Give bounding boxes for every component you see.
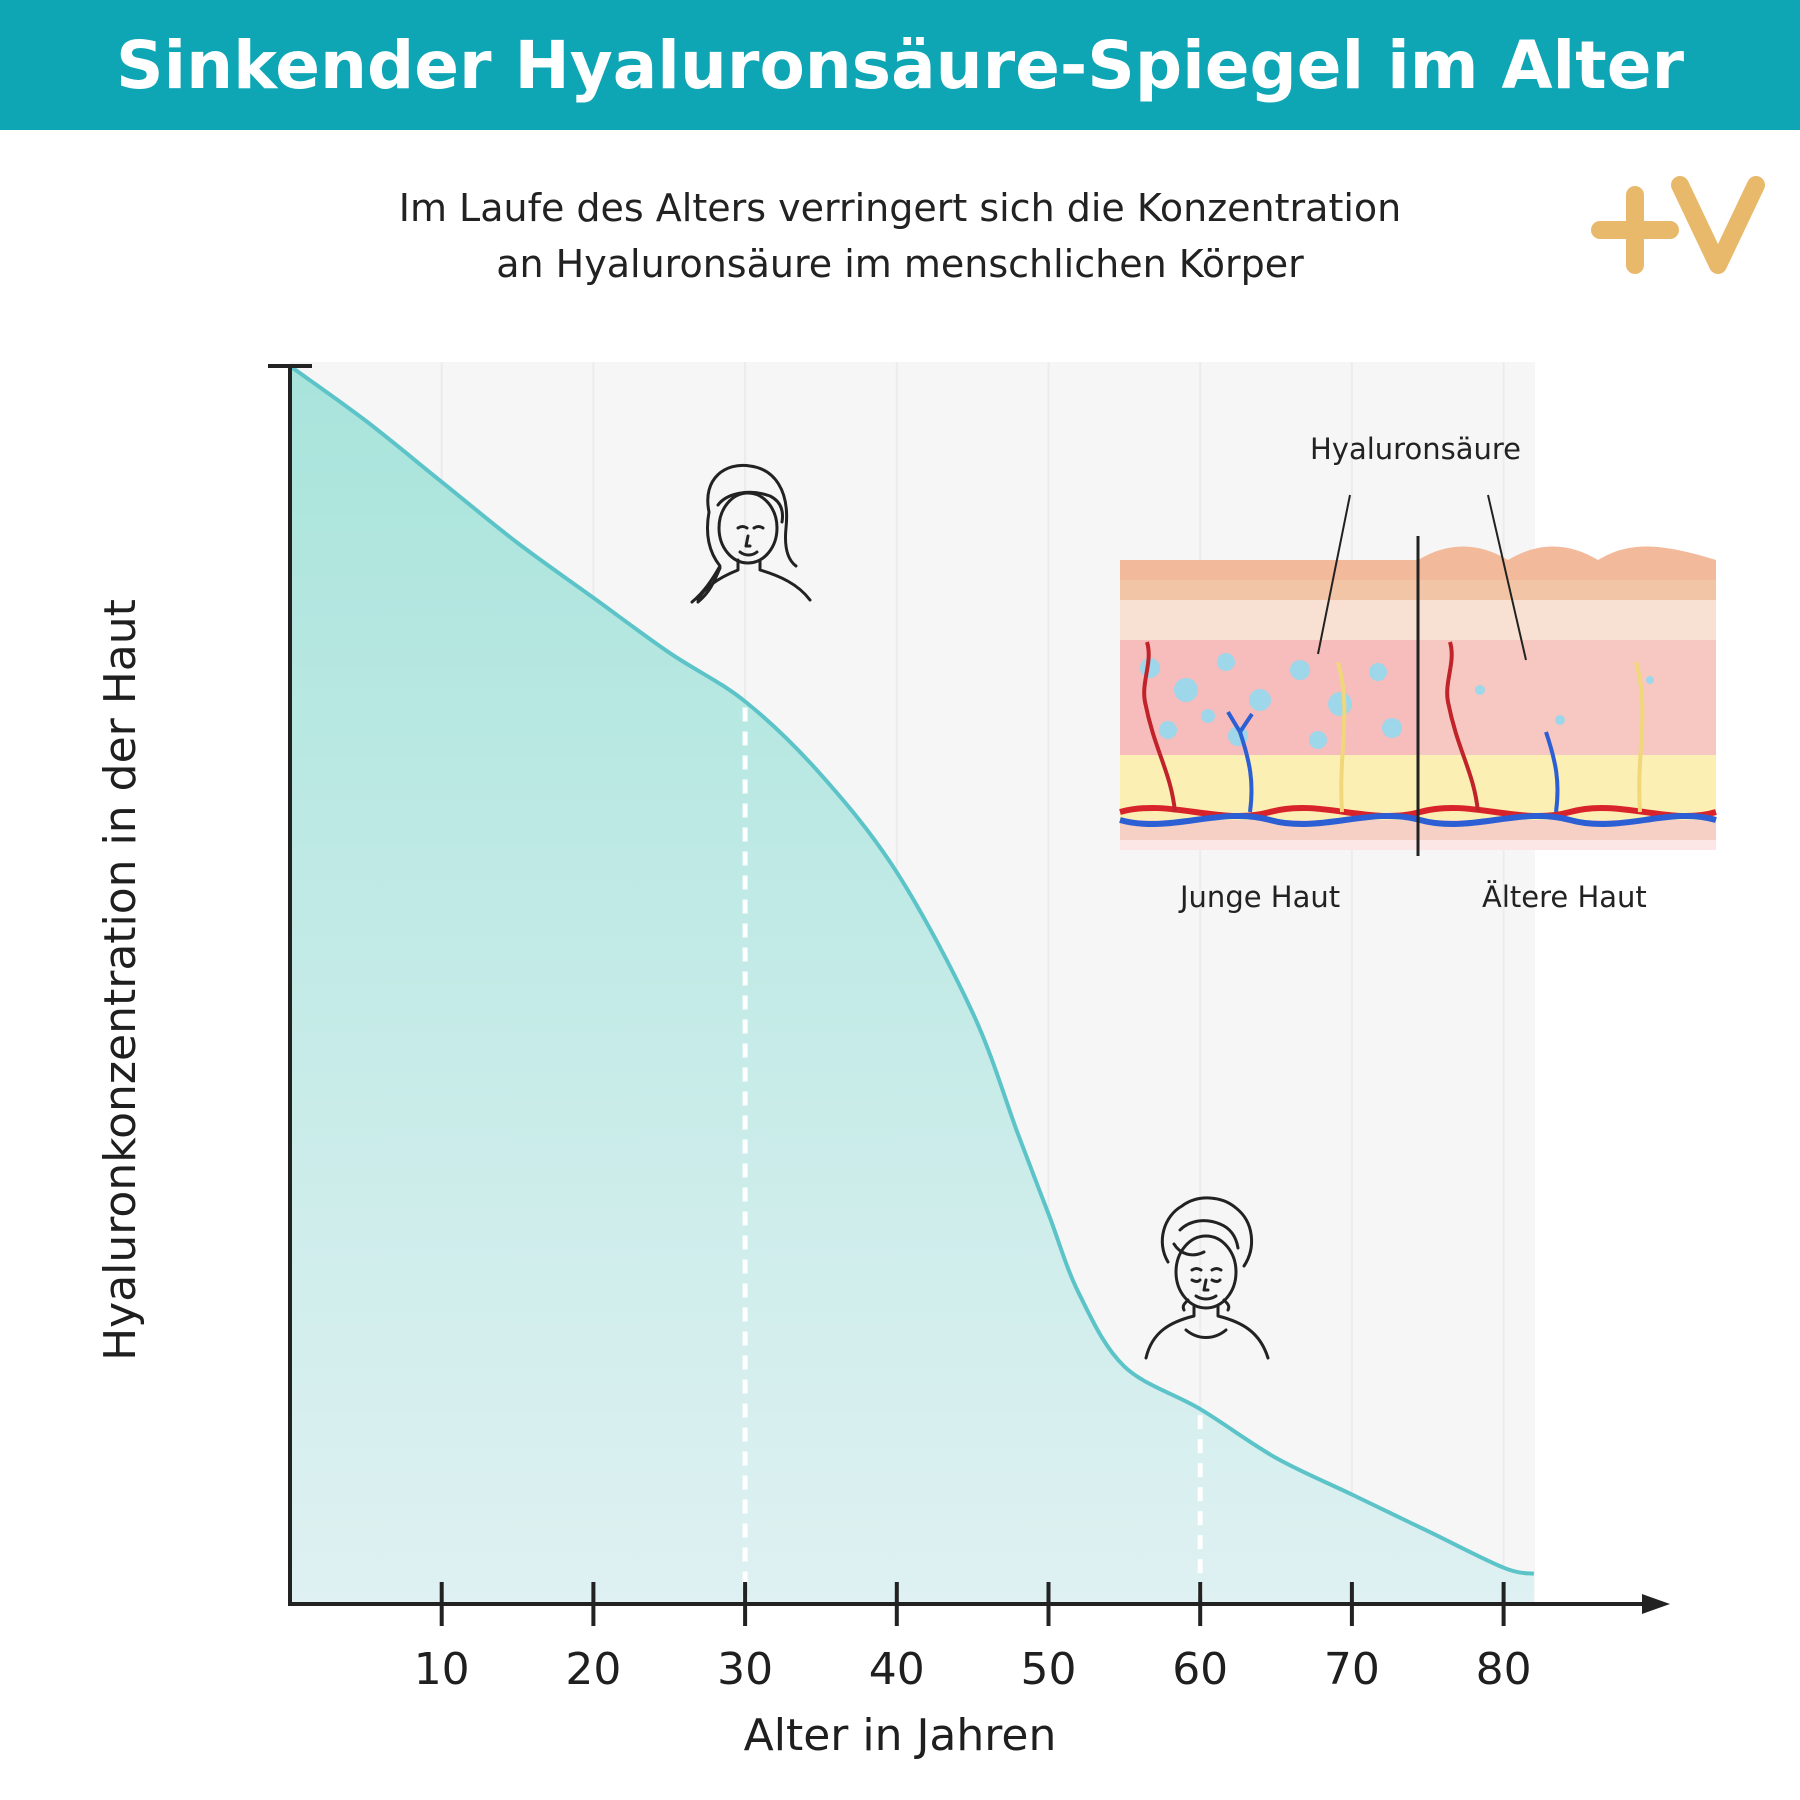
x-ticks: 10 20 30 40 50 60 70 80 bbox=[414, 1582, 1532, 1695]
subtitle-line-2: an Hyaluronsäure im menschlichen Körper bbox=[496, 242, 1304, 286]
page-title: Sinkender Hyaluronsäure-Spiegel im Alter bbox=[115, 26, 1685, 104]
series-line bbox=[288, 364, 1535, 1576]
marker-lines bbox=[742, 707, 1203, 1600]
x-tick-label-10: 10 bbox=[414, 1644, 470, 1695]
x-axis bbox=[288, 1594, 1670, 1614]
x-tick-label-70: 70 bbox=[1324, 1644, 1380, 1695]
x-tick-label-50: 50 bbox=[1021, 1644, 1077, 1695]
subtitle: Im Laufe des Alters verringert sich die … bbox=[300, 180, 1500, 292]
y-axis-label: Hyaluronkonzentration in der Haut bbox=[95, 599, 146, 1361]
area-fill bbox=[290, 366, 1534, 1602]
title-banner: Sinkender Hyaluronsäure-Spiegel im Alter bbox=[0, 0, 1800, 130]
x-tick-label-40: 40 bbox=[869, 1644, 925, 1695]
x-tick-label-20: 20 bbox=[565, 1644, 621, 1695]
x-axis-label: Alter in Jahren bbox=[743, 1710, 1057, 1761]
x-tick-label-80: 80 bbox=[1476, 1644, 1532, 1695]
x-tick-label-30: 30 bbox=[717, 1644, 773, 1695]
x-tick-label-60: 60 bbox=[1172, 1644, 1228, 1695]
young-woman-icon bbox=[690, 463, 812, 604]
inset-label-young-skin: Junge Haut bbox=[1180, 880, 1341, 914]
inset-label-older-skin: Ältere Haut bbox=[1482, 880, 1647, 914]
y-axis bbox=[268, 364, 312, 1606]
skin-layers-illustration bbox=[1119, 494, 1717, 856]
subtitle-line-1: Im Laufe des Alters verringert sich die … bbox=[398, 186, 1402, 230]
elderly-woman-icon bbox=[1144, 1196, 1270, 1360]
plus-v-logo bbox=[1591, 176, 1765, 274]
inset-label-hyaluronic: Hyaluronsäure bbox=[1310, 432, 1521, 466]
